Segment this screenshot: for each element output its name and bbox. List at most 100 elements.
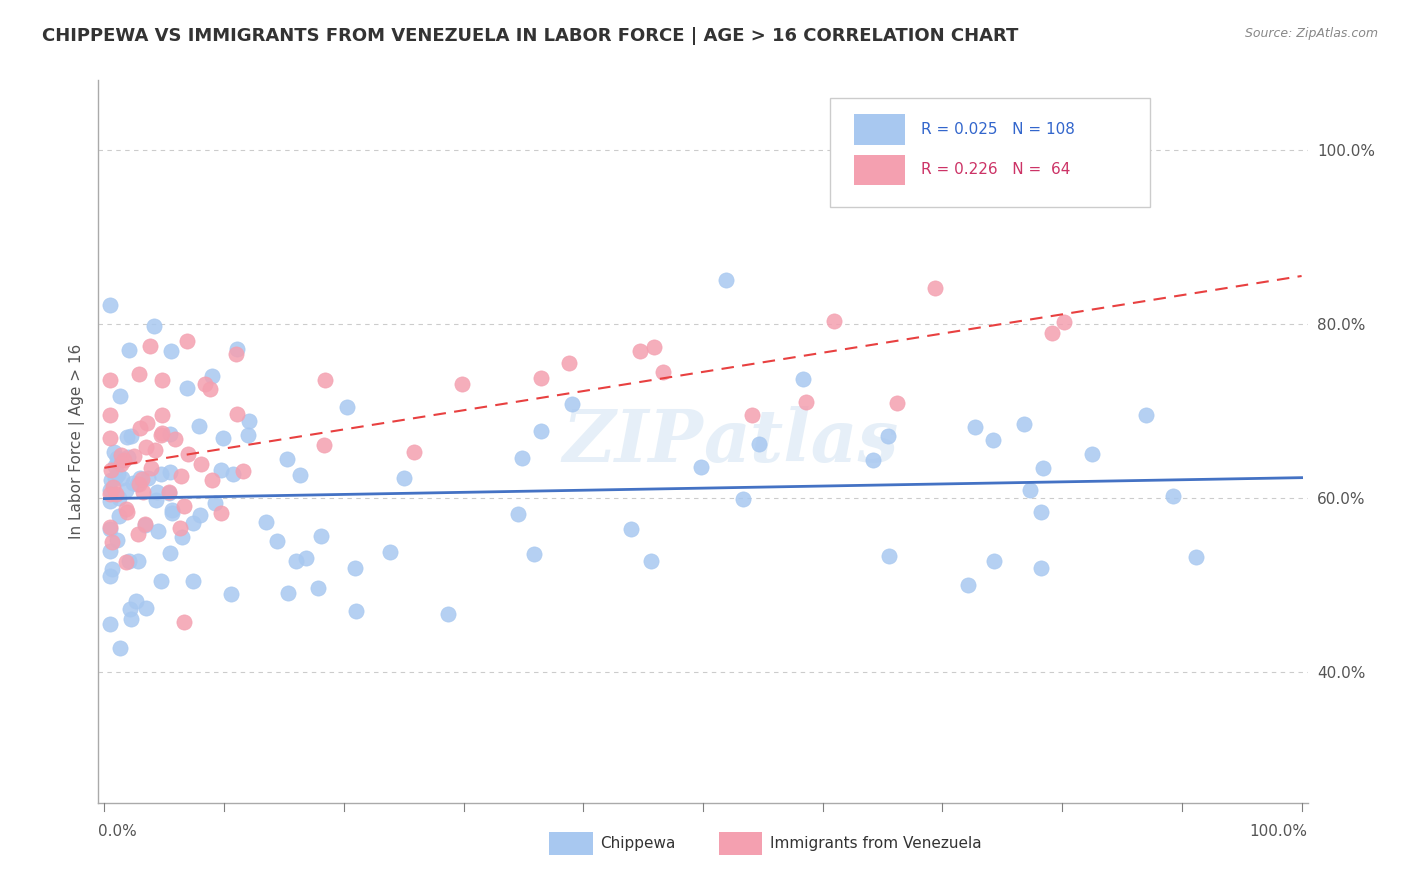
- Point: [127, 526, 149, 541]
- Point: [628, 343, 651, 358]
- Point: [558, 356, 581, 370]
- FancyBboxPatch shape: [718, 831, 762, 855]
- Point: [748, 437, 770, 451]
- Point: [225, 407, 247, 421]
- Point: [135, 441, 157, 455]
- Point: [1031, 560, 1053, 574]
- Point: [134, 517, 156, 532]
- Point: [176, 334, 198, 348]
- Point: [169, 521, 191, 535]
- Point: [200, 368, 222, 383]
- Point: [238, 414, 260, 428]
- Point: [115, 483, 138, 498]
- Point: [651, 365, 673, 379]
- Point: [120, 429, 142, 443]
- Point: [392, 471, 415, 485]
- Point: [139, 461, 162, 475]
- Point: [110, 457, 132, 471]
- Point: [643, 340, 665, 354]
- Point: [924, 281, 946, 295]
- FancyBboxPatch shape: [830, 98, 1150, 207]
- Point: [451, 376, 474, 391]
- Point: [115, 430, 138, 444]
- Point: [142, 319, 165, 334]
- Text: Chippewa: Chippewa: [600, 836, 676, 851]
- Point: [162, 503, 184, 517]
- Point: [146, 485, 169, 500]
- Point: [506, 508, 529, 522]
- Point: [254, 515, 277, 529]
- Point: [121, 476, 143, 491]
- Point: [100, 373, 122, 387]
- Point: [100, 568, 122, 582]
- Point: [1053, 315, 1076, 329]
- Point: [118, 554, 141, 568]
- Point: [823, 314, 845, 328]
- Point: [100, 493, 122, 508]
- Point: [150, 427, 173, 442]
- Text: Immigrants from Venezuela: Immigrants from Venezuela: [769, 836, 981, 851]
- Point: [176, 446, 198, 460]
- Point: [314, 374, 336, 388]
- Point: [100, 617, 122, 632]
- Point: [436, 607, 458, 622]
- Point: [112, 453, 135, 467]
- Point: [100, 522, 122, 536]
- Point: [225, 347, 247, 361]
- Point: [100, 298, 122, 312]
- Point: [107, 467, 129, 482]
- Point: [879, 549, 901, 564]
- Point: [108, 491, 131, 505]
- Point: [120, 602, 142, 616]
- Point: [965, 420, 987, 434]
- Text: atlas: atlas: [703, 406, 898, 477]
- Point: [1185, 549, 1208, 564]
- Point: [181, 516, 204, 530]
- Point: [620, 522, 643, 536]
- Point: [146, 524, 169, 538]
- Point: [136, 416, 159, 430]
- Point: [110, 448, 132, 462]
- Point: [510, 450, 533, 465]
- Point: [523, 547, 546, 561]
- Point: [100, 408, 122, 422]
- Point: [307, 581, 329, 595]
- Point: [105, 533, 128, 547]
- Point: [131, 471, 153, 485]
- Point: [105, 487, 128, 501]
- Point: [862, 453, 884, 467]
- Point: [170, 469, 193, 483]
- Point: [344, 604, 367, 618]
- Point: [173, 500, 195, 514]
- Point: [127, 477, 149, 491]
- Point: [1135, 408, 1157, 422]
- Point: [181, 574, 204, 589]
- Point: [225, 342, 247, 356]
- Point: [150, 574, 173, 588]
- Point: [792, 372, 814, 386]
- Point: [159, 426, 181, 441]
- Point: [285, 554, 308, 568]
- Point: [201, 473, 224, 487]
- Point: [1080, 447, 1102, 461]
- Point: [110, 641, 132, 656]
- Point: [103, 445, 125, 459]
- Text: ZIP: ZIP: [562, 406, 703, 477]
- Point: [150, 373, 173, 387]
- Point: [136, 470, 159, 484]
- Point: [198, 382, 221, 396]
- Point: [125, 594, 148, 608]
- Point: [100, 534, 122, 549]
- Point: [714, 273, 737, 287]
- Point: [149, 467, 172, 482]
- Point: [983, 554, 1005, 568]
- Point: [127, 554, 149, 568]
- Point: [176, 381, 198, 395]
- Point: [886, 396, 908, 410]
- Point: [157, 484, 180, 499]
- Point: [128, 477, 150, 491]
- Point: [124, 449, 146, 463]
- Point: [103, 480, 125, 494]
- Point: [529, 424, 551, 438]
- Point: [219, 587, 242, 601]
